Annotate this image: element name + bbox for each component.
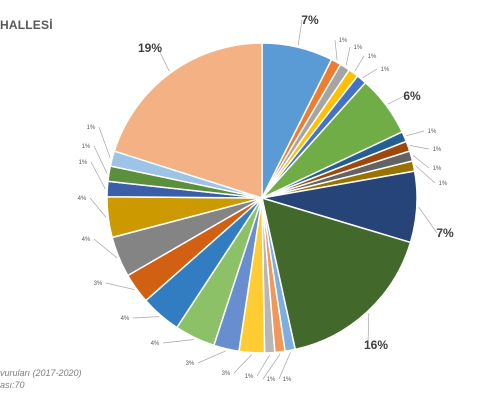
slice-data-label: 1%: [354, 45, 363, 51]
slice-data-label: 4%: [78, 196, 87, 202]
leader-line: [345, 46, 351, 66]
leader-line: [105, 282, 135, 290]
slice-data-label: 1%: [87, 125, 96, 131]
leader-line: [278, 352, 291, 380]
slice-data-label: 1%: [433, 147, 442, 153]
leader-line: [415, 165, 436, 184]
leader-line: [409, 145, 430, 150]
pie-slices: [106, 42, 418, 354]
slice-data-label: 6%: [403, 89, 421, 103]
leader-line: [162, 339, 194, 344]
leader-line: [354, 55, 365, 72]
slice-data-label: 16%: [364, 338, 388, 352]
leader-line: [362, 68, 378, 78]
leader-line: [157, 47, 170, 72]
slice-data-label: 4%: [121, 316, 130, 322]
leader-line: [89, 197, 107, 218]
leader-line: [93, 238, 118, 259]
leader-line: [262, 353, 281, 380]
slice-data-label: 3%: [222, 371, 231, 377]
slice-data-label: 1%: [245, 374, 254, 380]
chart-title: HALLESİ: [0, 18, 53, 32]
slice-data-label: 3%: [186, 361, 195, 367]
leader-line: [93, 145, 108, 174]
leader-line: [98, 126, 111, 159]
leader-line: [197, 350, 226, 364]
slice-data-label: 1%: [267, 377, 276, 383]
slice-data-label: 7%: [436, 226, 454, 240]
leader-line: [367, 313, 370, 346]
leader-line: [256, 354, 271, 377]
leader-line: [418, 206, 438, 234]
footer-note-2: ası:70: [0, 380, 25, 390]
slice-data-label: 1%: [283, 377, 292, 383]
data-labels: 7% 1% 1% 1% 1% 6% 1% 1% 1% 1% 7% 16% 1% 1% 1% 3% 3% 4% 4% 3…: [78, 13, 454, 383]
leader-lines: [89, 19, 438, 380]
pie-slice: [113, 42, 263, 200]
slice-data-label: 1%: [439, 181, 448, 187]
leader-line: [297, 19, 303, 46]
slice-data-label: 1%: [79, 160, 88, 166]
leader-line: [334, 39, 338, 61]
leader-line: [406, 130, 425, 137]
leader-line: [90, 161, 106, 190]
slice-data-label: 3%: [94, 281, 103, 287]
leader-line: [387, 95, 405, 105]
slice-data-label: 1%: [428, 129, 437, 135]
leader-line: [233, 354, 252, 374]
leader-line: [412, 155, 430, 169]
slice-data-label: 4%: [151, 341, 160, 347]
slice-data-label: 7%: [301, 13, 319, 27]
slice-data-label: 4%: [82, 237, 91, 243]
footer-note-1: vuruları (2017-2020): [0, 368, 82, 378]
pie-slice: [260, 196, 412, 351]
leader-line: [132, 316, 160, 319]
slice-data-label: 1%: [339, 38, 348, 44]
slice-data-label: 1%: [82, 144, 91, 150]
slice-data-label: 1%: [381, 67, 390, 73]
slice-data-label: 19%: [138, 41, 162, 55]
slice-data-label: 1%: [368, 54, 377, 60]
slice-data-label: 1%: [433, 166, 442, 172]
